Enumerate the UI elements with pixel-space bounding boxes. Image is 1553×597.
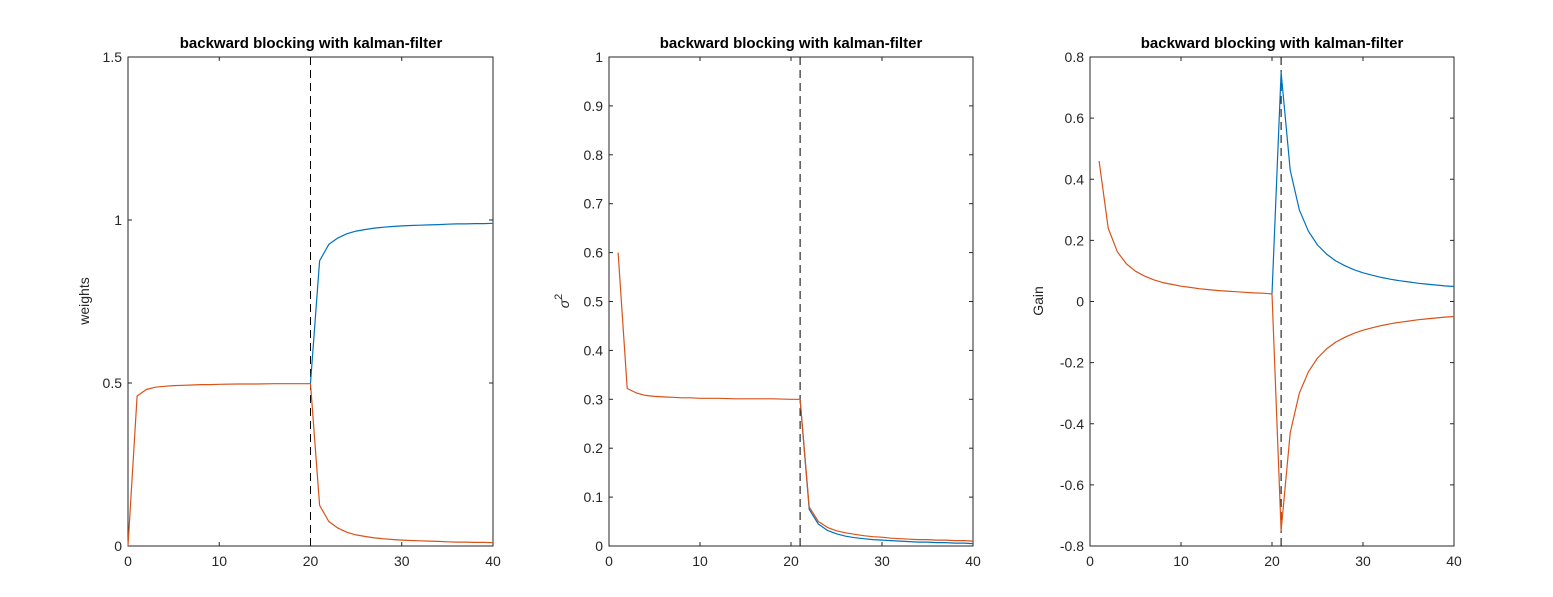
chart-title: backward blocking with kalman-filter bbox=[180, 35, 443, 52]
y-tick-label: 0.1 bbox=[584, 489, 604, 505]
chart-title: backward blocking with kalman-filter bbox=[660, 35, 923, 52]
y-tick-label: 1.5 bbox=[103, 49, 123, 65]
x-tick-label: 30 bbox=[1355, 553, 1371, 569]
y-tick-label: 1 bbox=[114, 212, 122, 228]
y-tick-label: -0.6 bbox=[1060, 477, 1084, 493]
series-line-1 bbox=[309, 222, 494, 384]
x-tick-label: 0 bbox=[1086, 553, 1094, 569]
x-tick-label: 40 bbox=[485, 553, 501, 569]
x-tick-label: 10 bbox=[1173, 553, 1189, 569]
y-tick-label: 0.6 bbox=[1065, 110, 1085, 126]
subplot-weights: backward blocking with kalman-filter wei… bbox=[76, 35, 501, 569]
plot-area bbox=[127, 56, 494, 547]
y-axis-label-sup: 2 bbox=[553, 294, 565, 300]
x-tick-label: 40 bbox=[965, 553, 981, 569]
y-tick-label: 0.8 bbox=[584, 147, 604, 163]
y-tick-label: 0.7 bbox=[584, 196, 604, 212]
y-tick-label: 0.2 bbox=[1065, 232, 1085, 248]
y-tick-label: 0 bbox=[1076, 294, 1084, 310]
y-tick-label: 0.9 bbox=[584, 98, 604, 114]
y-tick-label: 0.8 bbox=[1065, 49, 1085, 65]
y-tick-label: 0.6 bbox=[584, 245, 604, 261]
plot-area bbox=[608, 56, 974, 547]
x-tick-label: 20 bbox=[1264, 553, 1280, 569]
y-tick-label: 0 bbox=[114, 538, 122, 554]
x-tick-label: 20 bbox=[303, 553, 319, 569]
y-axis-label: Gain bbox=[1030, 286, 1046, 316]
y-tick-label: 0.4 bbox=[1065, 171, 1085, 187]
y-axis-label-base: σ bbox=[556, 299, 572, 308]
subplot-gain: backward blocking with kalman-filter Gai… bbox=[1030, 35, 1462, 569]
series-line-2 bbox=[617, 252, 974, 542]
series-line-2 bbox=[1098, 160, 1455, 532]
x-tick-label: 40 bbox=[1446, 553, 1462, 569]
y-tick-label: 0.3 bbox=[584, 391, 604, 407]
series-line-1 bbox=[799, 399, 974, 545]
y-axis-label: σ2 bbox=[553, 294, 572, 309]
x-tick-label: 20 bbox=[783, 553, 799, 569]
y-axis-label: weights bbox=[76, 277, 92, 325]
subplot-variance: backward blocking with kalman-filter σ2 … bbox=[553, 35, 981, 569]
series-line-1 bbox=[1271, 71, 1455, 294]
y-tick-label: 0.5 bbox=[584, 294, 604, 310]
y-tick-label: 0.5 bbox=[103, 375, 123, 391]
x-tick-label: 30 bbox=[874, 553, 890, 569]
x-tick-label: 0 bbox=[124, 553, 132, 569]
series-line-2 bbox=[127, 383, 494, 547]
y-tick-label: 0 bbox=[595, 538, 603, 554]
y-tick-label: -0.8 bbox=[1060, 538, 1084, 554]
x-tick-label: 0 bbox=[605, 553, 613, 569]
y-tick-label: 0.4 bbox=[584, 342, 604, 358]
x-tick-label: 30 bbox=[394, 553, 410, 569]
chart-title: backward blocking with kalman-filter bbox=[1141, 35, 1404, 52]
y-tick-label: -0.4 bbox=[1060, 416, 1084, 432]
x-tick-label: 10 bbox=[692, 553, 708, 569]
y-tick-label: 1 bbox=[595, 49, 603, 65]
x-tick-label: 10 bbox=[211, 553, 227, 569]
y-tick-label: -0.2 bbox=[1060, 355, 1084, 371]
y-tick-label: 0.2 bbox=[584, 440, 604, 456]
